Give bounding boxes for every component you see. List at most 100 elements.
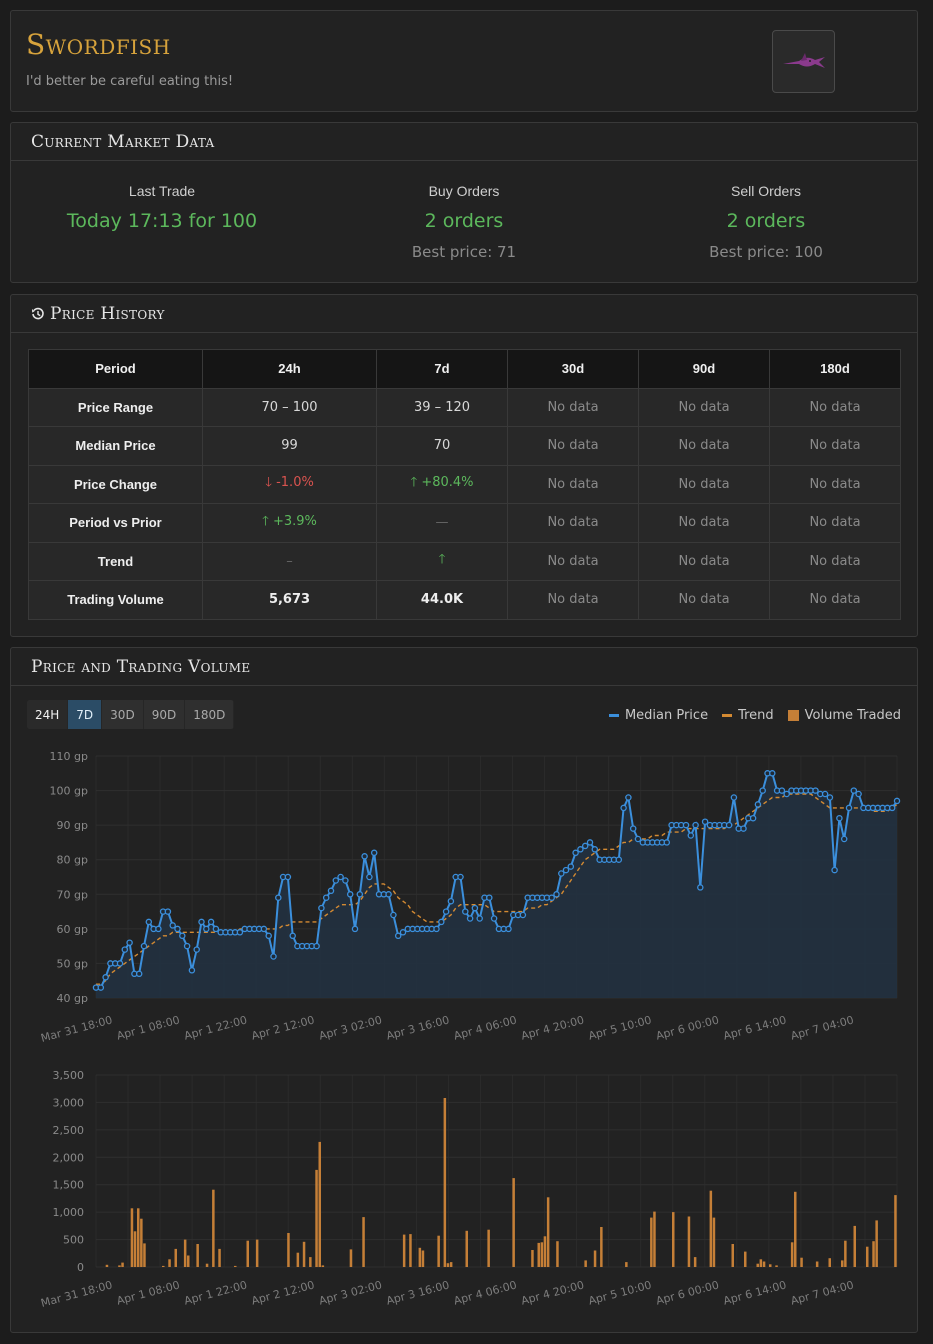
volume-bar xyxy=(465,1230,468,1267)
median-price-point xyxy=(831,866,838,874)
median-price-point xyxy=(888,804,896,812)
volume-bar xyxy=(556,1241,559,1267)
median-price-point xyxy=(620,804,627,812)
y-tick-label: 2,000 xyxy=(53,1151,85,1164)
x-tick-label: Apr 2 12:00 xyxy=(250,1278,316,1307)
volume-bar xyxy=(255,1239,259,1267)
median-price-point xyxy=(692,821,699,829)
volume-bar xyxy=(137,1208,140,1267)
volume-bar xyxy=(540,1242,544,1267)
median-price-point xyxy=(836,814,843,822)
median-price-point xyxy=(203,925,210,933)
cell-90d: No data xyxy=(638,541,770,581)
range-90d-button[interactable]: 90D xyxy=(144,700,186,729)
volume-bar xyxy=(143,1243,146,1267)
median-price-point xyxy=(318,904,325,912)
median-price-point xyxy=(663,839,671,846)
price-history-title: Price History xyxy=(50,303,165,324)
median-price-point xyxy=(289,932,296,940)
median-price-point xyxy=(486,894,493,901)
volume-bar xyxy=(800,1257,803,1267)
volume-bar xyxy=(512,1178,515,1267)
median-price-point xyxy=(370,849,378,857)
cell-7d: 70 xyxy=(376,426,508,466)
median-price-point xyxy=(188,967,196,974)
median-price-point xyxy=(615,856,623,863)
volume-bar xyxy=(402,1234,406,1267)
arrow-down-icon: 🡓 xyxy=(265,475,272,491)
median-price-point xyxy=(447,897,455,905)
trend-swatch xyxy=(722,714,733,717)
y-tick-label: 70 gp xyxy=(57,888,88,901)
median-price-area xyxy=(96,773,897,998)
volume-bar xyxy=(246,1240,249,1267)
median-price-point xyxy=(169,922,176,929)
median-price-point xyxy=(581,842,589,850)
cell-30d: No data xyxy=(507,464,639,504)
col-header-90d: 90d xyxy=(638,349,770,389)
buy-orders-label: Buy Orders xyxy=(428,183,500,199)
volume-bar xyxy=(866,1246,869,1267)
median-price-point xyxy=(759,787,766,794)
median-price-point xyxy=(442,908,450,915)
cell-30d: No data xyxy=(507,541,639,581)
range-7d-button[interactable]: 7D xyxy=(68,700,103,729)
y-tick-label: 3,500 xyxy=(53,1069,85,1082)
change-value: -1.0% xyxy=(276,475,314,491)
volume-bar xyxy=(218,1248,221,1267)
median-price-point xyxy=(116,960,124,967)
volume-bar xyxy=(318,1141,321,1267)
volume-bar xyxy=(187,1255,190,1267)
table-row: Price Change 🡓 -1.0% 🡑 +80.4% No data No… xyxy=(28,464,901,504)
range-24h-button[interactable]: 24H xyxy=(27,700,69,729)
volume-bar xyxy=(815,1261,819,1267)
median-price-point xyxy=(275,894,282,901)
cell-7d: — xyxy=(376,503,508,543)
median-price-point xyxy=(778,787,786,794)
median-price-point xyxy=(682,821,690,829)
x-tick-label: Apr 1 22:00 xyxy=(183,1013,249,1042)
median-price-point xyxy=(126,939,133,946)
y-tick-label: 50 gp xyxy=(57,957,88,970)
volume-bar xyxy=(775,1265,778,1267)
legend-median-price[interactable]: Median Price xyxy=(608,708,708,723)
x-tick-label: Apr 4 06:00 xyxy=(452,1013,518,1042)
legend-volume-traded[interactable]: Volume Traded xyxy=(787,708,901,723)
range-180d-button[interactable]: 180D xyxy=(185,700,235,729)
table-row: Median Price 99 70 No data No data No da… xyxy=(28,426,901,466)
cell-90d: No data xyxy=(638,426,770,466)
median-price-point xyxy=(236,929,244,936)
volume-bar xyxy=(531,1250,534,1267)
median-price-point xyxy=(155,925,162,933)
median-price-point xyxy=(351,925,359,933)
sell-orders-block: Sell Orders 2 orders Best price: 100 xyxy=(616,183,916,261)
volume-bar xyxy=(162,1265,165,1267)
volume-bar xyxy=(543,1236,547,1267)
trend-up-icon: 🡑 xyxy=(438,552,446,568)
volume-bar xyxy=(212,1189,215,1267)
median-price-point xyxy=(572,849,579,857)
median-price-point xyxy=(135,970,143,978)
history-icon xyxy=(32,307,44,319)
median-price-point xyxy=(346,891,354,898)
y-tick-label: 0 xyxy=(77,1261,84,1274)
cell-180d: No data xyxy=(769,387,901,427)
volume-bar xyxy=(446,1263,450,1267)
legend-trend[interactable]: Trend xyxy=(722,708,774,723)
price-history-header: Price History xyxy=(11,295,917,333)
x-tick-label: Apr 1 08:00 xyxy=(115,1013,181,1042)
x-tick-label: Apr 3 02:00 xyxy=(317,1278,383,1307)
y-tick-label: 80 gp xyxy=(57,854,88,867)
median-price-point xyxy=(505,925,512,933)
median-price-point xyxy=(332,877,340,884)
col-header-7d: 7d xyxy=(376,349,508,389)
median-price-point xyxy=(179,932,186,940)
range-30d-button[interactable]: 30D xyxy=(102,700,144,729)
median-price-point xyxy=(577,846,584,853)
median-price-point xyxy=(260,925,268,933)
median-price-point xyxy=(754,801,762,808)
market-data-title: Current Market Data xyxy=(11,123,917,161)
x-tick-label: Apr 5 10:00 xyxy=(587,1013,653,1042)
median-price-point xyxy=(183,942,191,950)
median-price-point xyxy=(284,873,292,881)
